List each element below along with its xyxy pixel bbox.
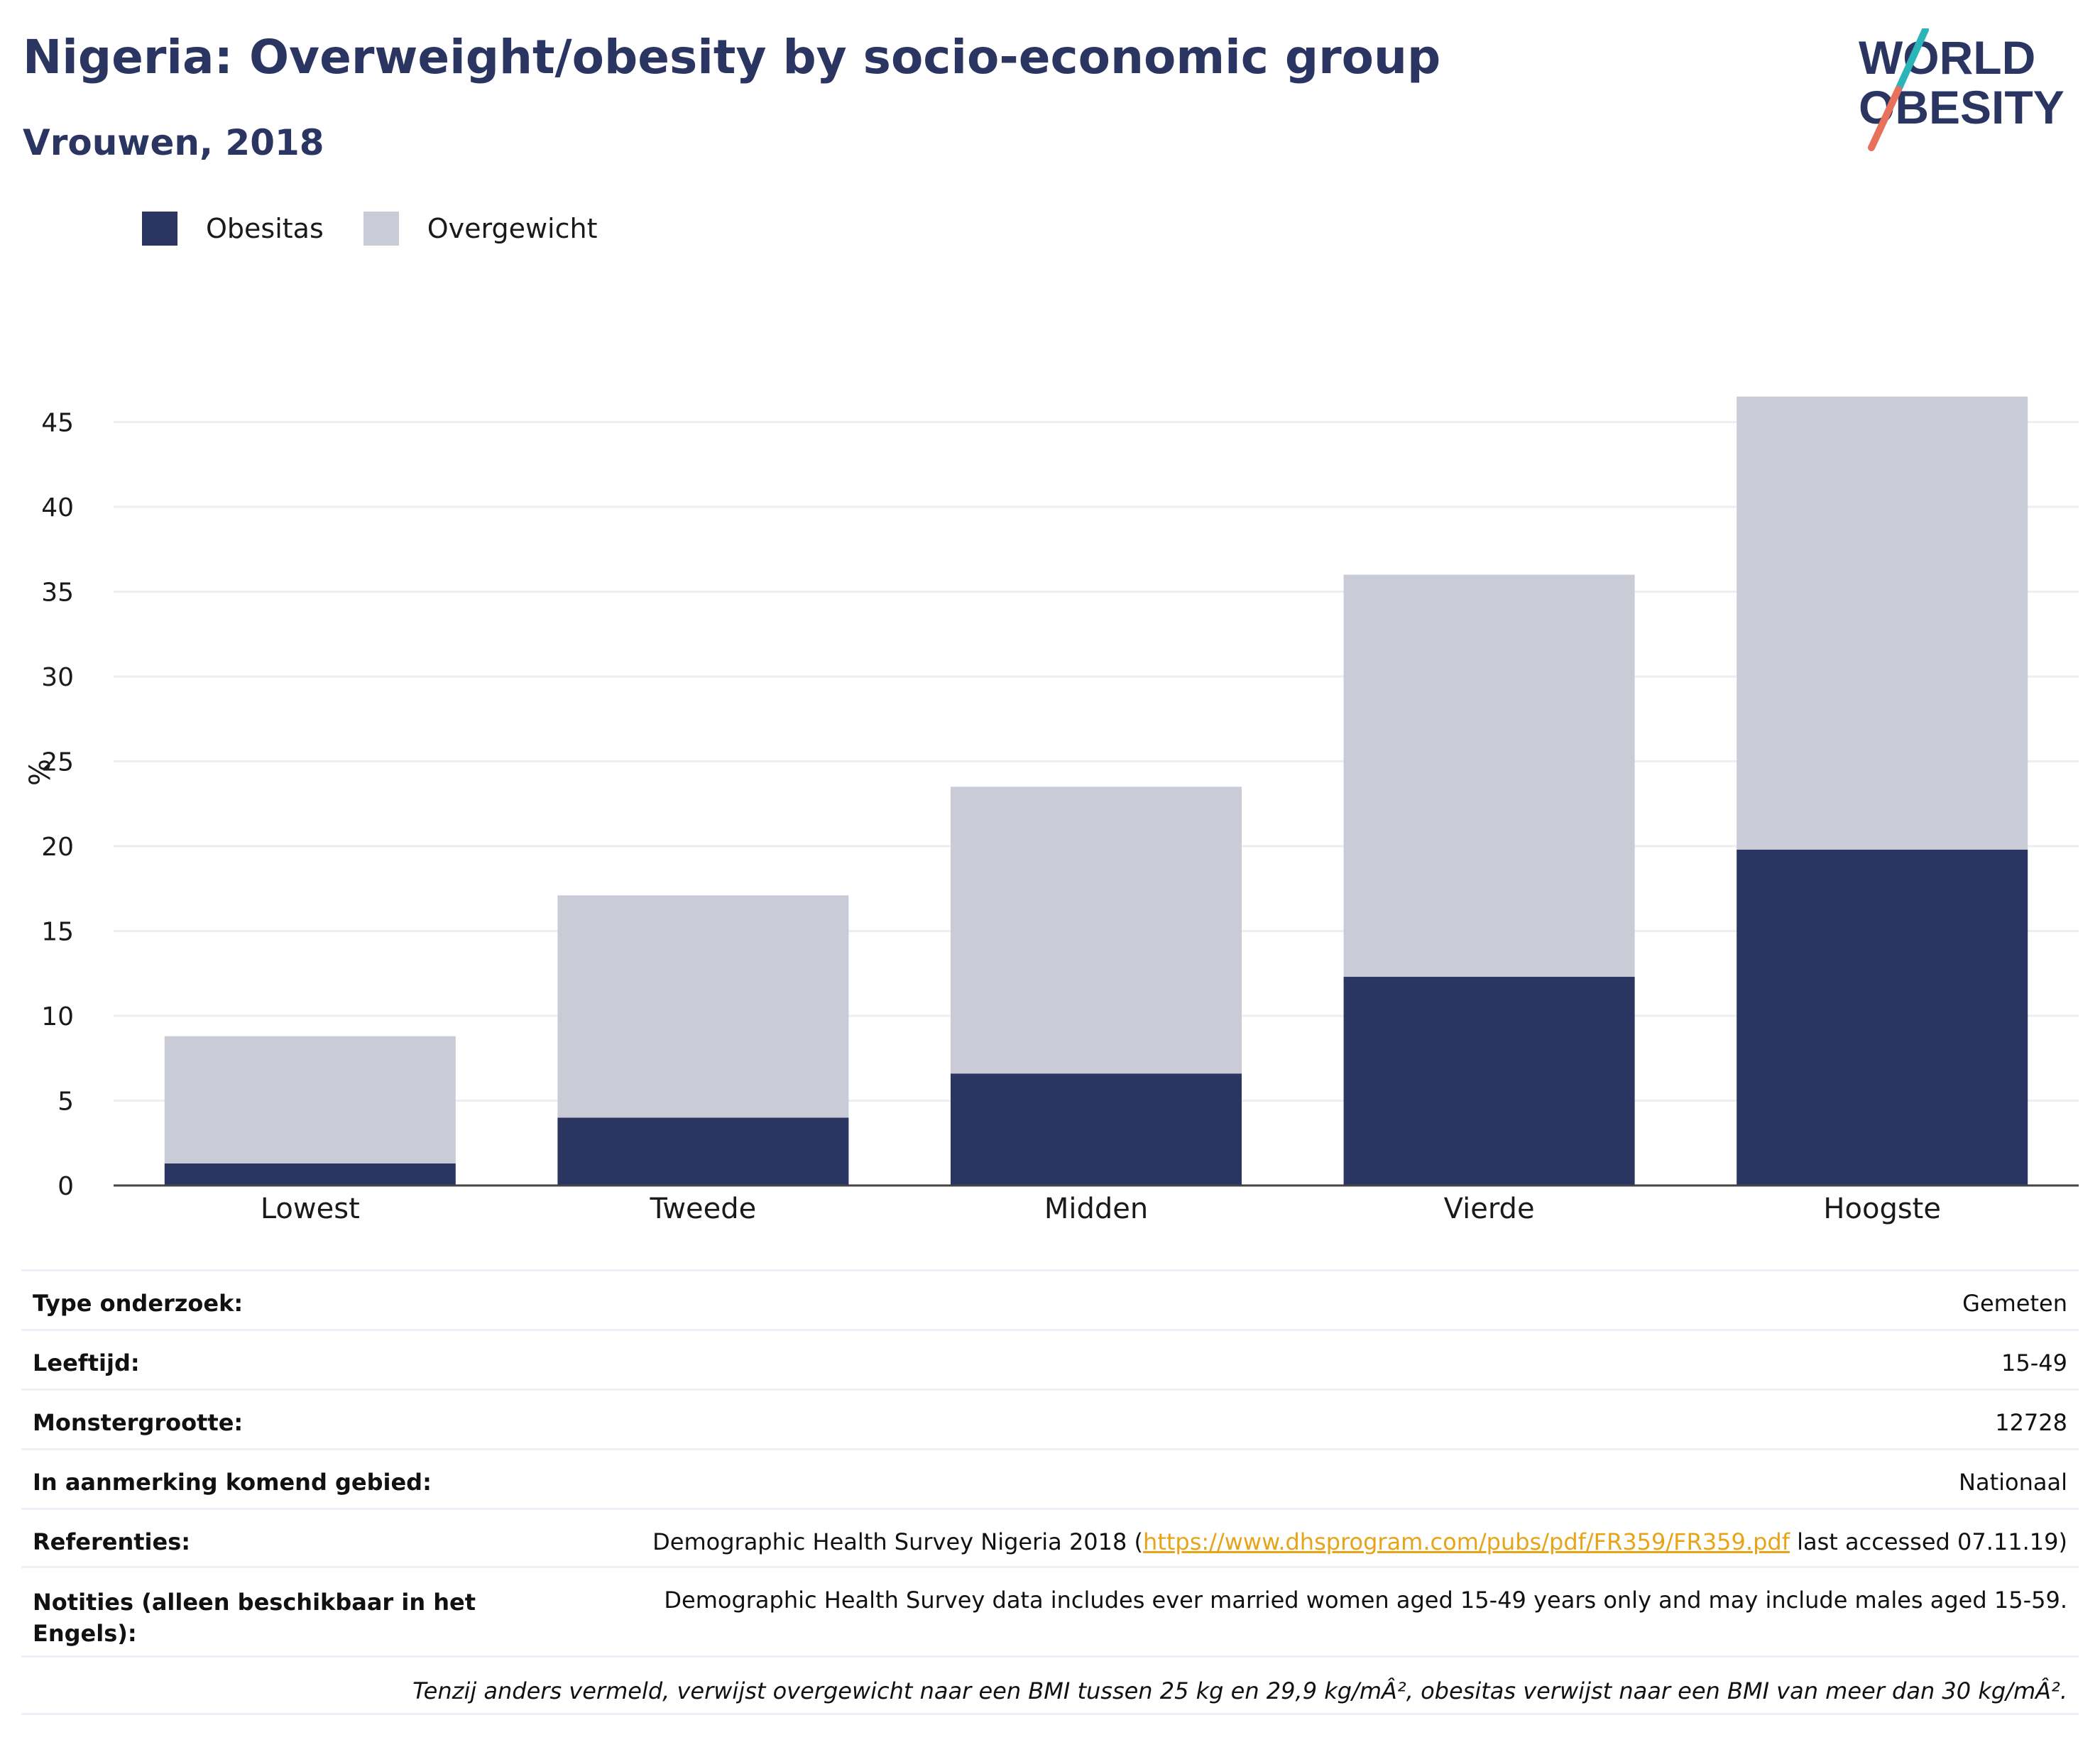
legend-label-obesitas: Obesitas [206, 213, 324, 244]
info-value: 15-49 [2001, 1349, 2067, 1376]
info-row-age: Leeftijd: 15-49 [21, 1329, 2079, 1389]
bar-obesitas-vierde [1343, 977, 1635, 1185]
info-label: Leeftijd: [33, 1349, 140, 1376]
bar-overgewicht-tweede [557, 895, 849, 1118]
page-subtitle: Vrouwen, 2018 [23, 122, 324, 163]
info-row-sample: Monstergrootte: 12728 [21, 1389, 2079, 1448]
y-tick-label: 25 [41, 748, 74, 777]
info-row-notes: Notities (alleen beschikbaar in het Enge… [21, 1566, 2079, 1655]
x-tick-label: Tweede [650, 1193, 757, 1225]
info-label: In aanmerking komend gebied: [33, 1469, 432, 1496]
legend-swatch-overgewicht [363, 212, 399, 246]
x-tick-label: Vierde [1444, 1193, 1535, 1225]
logo-slash-bottom [1868, 86, 1902, 151]
page-title: Nigeria: Overweight/obesity by socio-eco… [23, 30, 1441, 84]
bar-obesitas-midden [951, 1073, 1242, 1185]
info-row-type: Type onderzoek: Gemeten [21, 1269, 2079, 1329]
y-tick-label: 15 [41, 918, 74, 947]
y-tick-label: 0 [58, 1172, 74, 1201]
info-row-references: Referenties: Demographic Health Survey N… [21, 1508, 2079, 1566]
stacked-bar-chart: 0 5 10 15 20 25 30 35 40 45% Lowest Tweede Midden Vie… [24, 396, 2079, 1225]
y-tick-label: 35 [41, 579, 74, 608]
info-value: Nationaal [1959, 1469, 2067, 1496]
y-tick-label: 10 [41, 1002, 74, 1031]
info-label: Monstergrootte: [33, 1409, 244, 1436]
references-text: Demographic Health Survey Nigeria 2018 ( [652, 1528, 1144, 1555]
x-tick-label: Midden [1044, 1193, 1148, 1225]
logo-line1: WORLD [1859, 31, 2035, 84]
y-tick-label: 5 [58, 1088, 74, 1117]
x-tick-label: Hoogste [1823, 1193, 1941, 1225]
y-tick-label: 20 [41, 833, 74, 862]
info-label: Type onderzoek: [33, 1290, 244, 1317]
survey-info-table: Type onderzoek: Gemeten Leeftijd: 15-49 … [21, 1269, 2079, 1715]
x-tick-label: Lowest [261, 1193, 360, 1225]
references-value: Demographic Health Survey Nigeria 2018 (… [652, 1528, 2067, 1555]
bar-overgewicht-vierde [1343, 574, 1635, 977]
definitions-footnote: Tenzij anders vermeld, verwijst overgewi… [21, 1655, 2079, 1715]
bar-overgewicht-hoogste [1737, 396, 2028, 850]
y-tick-label: 40 [41, 493, 74, 522]
reference-link[interactable]: https://www.dhsprogram.com/pubs/pdf/FR35… [1143, 1528, 1790, 1555]
info-value: Gemeten [1962, 1290, 2067, 1317]
info-row-area: In aanmerking komend gebied: Nationaal [21, 1448, 2079, 1508]
y-tick-label: 45 [41, 409, 74, 438]
bar-obesitas-hoogste [1737, 849, 2028, 1185]
legend-swatch-obesitas [142, 212, 177, 246]
info-value: 12728 [1995, 1409, 2067, 1436]
bar-obesitas-tweede [557, 1117, 849, 1185]
info-label: Referenties: [33, 1528, 191, 1555]
y-axis-title: % [24, 759, 57, 786]
info-value: Demographic Health Survey data includes … [664, 1587, 2067, 1614]
chart-legend: Obesitas Overgewicht [142, 210, 638, 247]
legend-label-overgewicht: Overgewicht [427, 213, 598, 244]
bar-overgewicht-lowest [164, 1036, 456, 1163]
y-tick-label: 30 [41, 663, 74, 692]
legend-item-obesitas[interactable]: Obesitas [142, 212, 324, 246]
bar-overgewicht-midden [951, 787, 1242, 1074]
world-obesity-logo[interactable]: WORLD OBESITY [1846, 28, 2087, 156]
logo-slash-top [1895, 28, 1929, 93]
legend-item-overgewicht[interactable]: Overgewicht [363, 212, 598, 246]
references-accessed: last accessed 07.11.19) [1789, 1528, 2067, 1555]
info-label: Notities (alleen beschikbaar in het Enge… [33, 1589, 476, 1647]
bar-obesitas-lowest [164, 1163, 456, 1185]
